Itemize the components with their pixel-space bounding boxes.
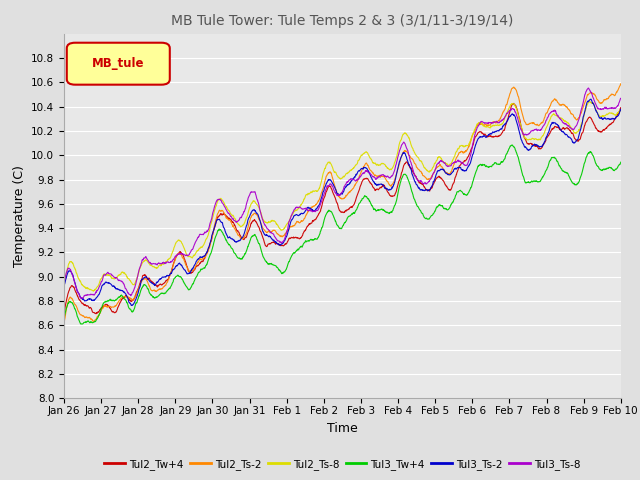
FancyBboxPatch shape (67, 43, 170, 84)
Y-axis label: Temperature (C): Temperature (C) (13, 165, 26, 267)
X-axis label: Time: Time (327, 421, 358, 434)
Legend: Tul2_Tw+4, Tul2_Ts-2, Tul2_Ts-8, Tul3_Tw+4, Tul3_Ts-2, Tul3_Ts-8: Tul2_Tw+4, Tul2_Ts-2, Tul2_Ts-8, Tul3_Tw… (100, 455, 584, 474)
Title: MB Tule Tower: Tule Temps 2 & 3 (3/1/11-3/19/14): MB Tule Tower: Tule Temps 2 & 3 (3/1/11-… (172, 14, 513, 28)
Text: MB_tule: MB_tule (92, 58, 145, 71)
